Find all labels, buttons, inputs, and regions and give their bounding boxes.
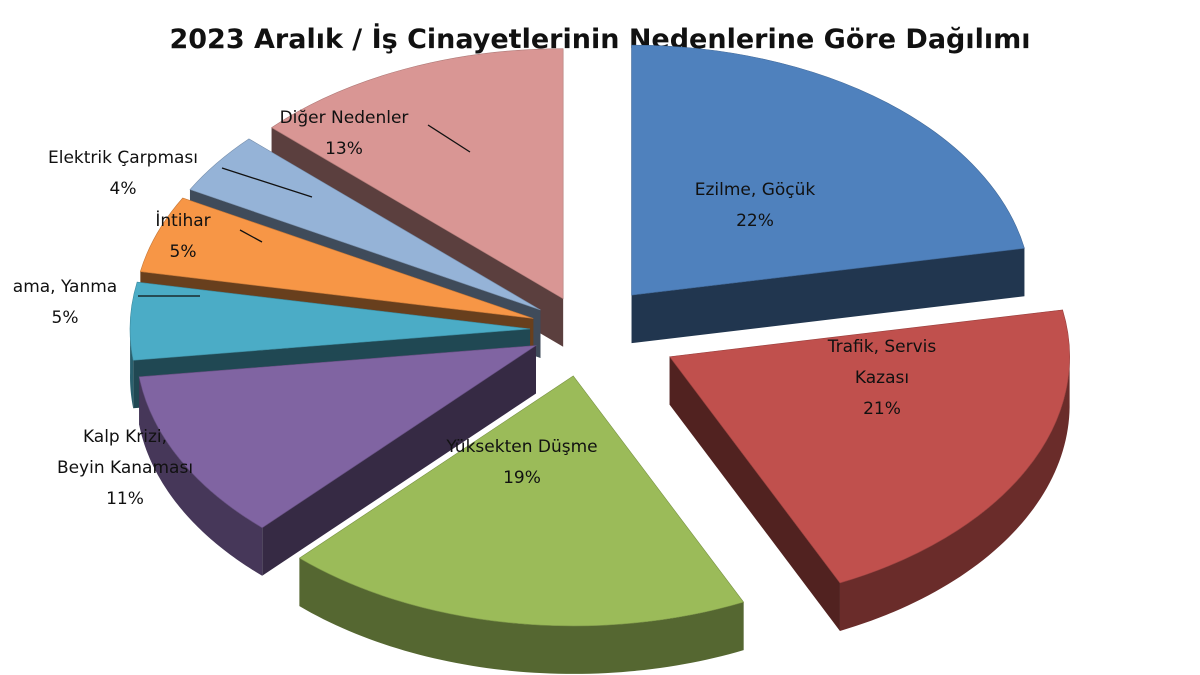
slice-top-0 xyxy=(631,44,1025,296)
slice-top-2 xyxy=(298,375,745,627)
slice-top-3 xyxy=(138,345,538,529)
slice-rim-2 xyxy=(299,558,744,674)
pie-tops xyxy=(129,44,1070,627)
slice-top-4 xyxy=(129,281,531,361)
leader-line-6 xyxy=(221,167,313,198)
slice-label-6: Elektrik Çarpması 4% xyxy=(48,148,198,199)
slice-top-7 xyxy=(271,48,564,300)
leader-lines xyxy=(138,124,471,297)
slice-label-3: Kalp Krizi, Beyin Kanaması 11% xyxy=(57,427,193,509)
slice-label-0: Ezilme, Göçük 22% xyxy=(695,180,816,231)
slice-top-1 xyxy=(669,309,1070,584)
slice-top-6 xyxy=(189,138,541,311)
slice-label-7: Diğer Nedenler 13% xyxy=(280,108,409,159)
slice-labels: Ezilme, Göçük 22% Trafik, Servis Kazası 21% Y… xyxy=(13,108,937,509)
slice-side-3-0 xyxy=(262,345,536,576)
slice-label-5: İntihar 5% xyxy=(155,210,210,262)
slice-top-5 xyxy=(139,197,534,319)
slice-label-1: Trafik, Servis Kazası 21% xyxy=(827,337,937,419)
chart-title: 2023 Aralık / İş Cinayetlerinin Nedenler… xyxy=(169,24,1031,55)
slice-side-0-1 xyxy=(631,248,1025,344)
slice-rim-1 xyxy=(839,353,1070,631)
slice-rim-3 xyxy=(139,376,263,576)
slice-side-1-1 xyxy=(669,356,840,631)
leader-line-7 xyxy=(427,124,471,153)
slice-label-4: ama, Yanma 5% xyxy=(13,277,117,328)
leader-line-5 xyxy=(239,229,263,243)
slice-label-2: Yüksekten Düşme 19% xyxy=(445,437,597,488)
